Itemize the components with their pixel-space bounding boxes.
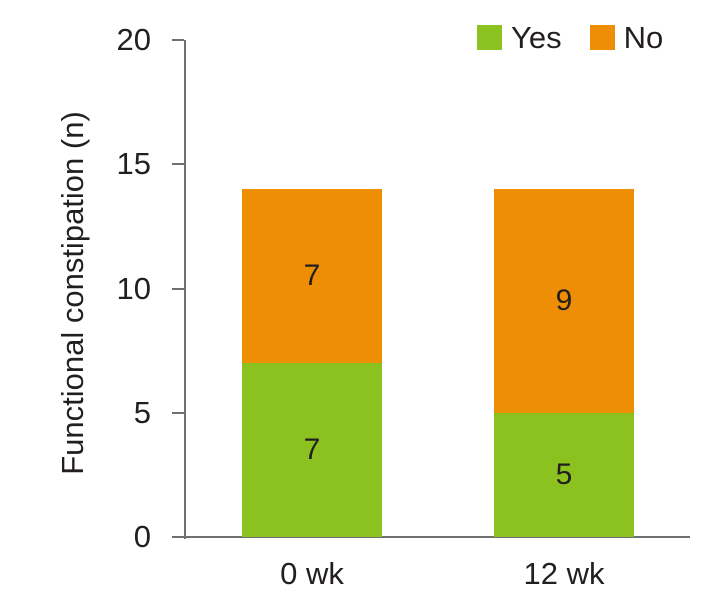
legend-label: No bbox=[623, 20, 664, 55]
x-category-label-0: 0 wk bbox=[280, 556, 344, 591]
y-tick-label: 0 bbox=[133, 519, 151, 554]
bar-0-segment-yes: 7 bbox=[242, 363, 382, 537]
x-category-label-1: 12 wk bbox=[523, 556, 605, 591]
x-axis-line bbox=[184, 536, 690, 538]
y-tick-mark bbox=[172, 411, 184, 414]
y-tick-label: 15 bbox=[116, 146, 151, 182]
y-tick-mark bbox=[172, 39, 184, 41]
y-axis-line bbox=[184, 40, 186, 539]
y-tick-label: 20 bbox=[116, 22, 151, 57]
bar-1-segment-yes: 5 bbox=[494, 412, 634, 537]
y-tick-label: 10 bbox=[116, 270, 151, 306]
y-tick-mark bbox=[172, 163, 184, 166]
legend: Yes No bbox=[477, 22, 663, 53]
legend-swatch-no bbox=[589, 25, 615, 50]
legend-item-no: No bbox=[589, 20, 664, 55]
y-tick-label: 5 bbox=[133, 394, 151, 430]
bar-segment-value: 7 bbox=[303, 259, 321, 293]
legend-label: Yes bbox=[511, 20, 562, 55]
bar-0-segment-no: 7 bbox=[242, 189, 382, 364]
bar-segment-value: 5 bbox=[555, 457, 573, 491]
legend-item-yes: Yes bbox=[477, 22, 562, 53]
bar-segment-value: 7 bbox=[303, 433, 321, 467]
bar-segment-value: 9 bbox=[555, 283, 573, 317]
legend-swatch-yes bbox=[477, 25, 502, 50]
y-tick-mark bbox=[172, 536, 184, 538]
y-tick-mark bbox=[172, 287, 184, 290]
bar-1-segment-no: 9 bbox=[494, 189, 634, 413]
